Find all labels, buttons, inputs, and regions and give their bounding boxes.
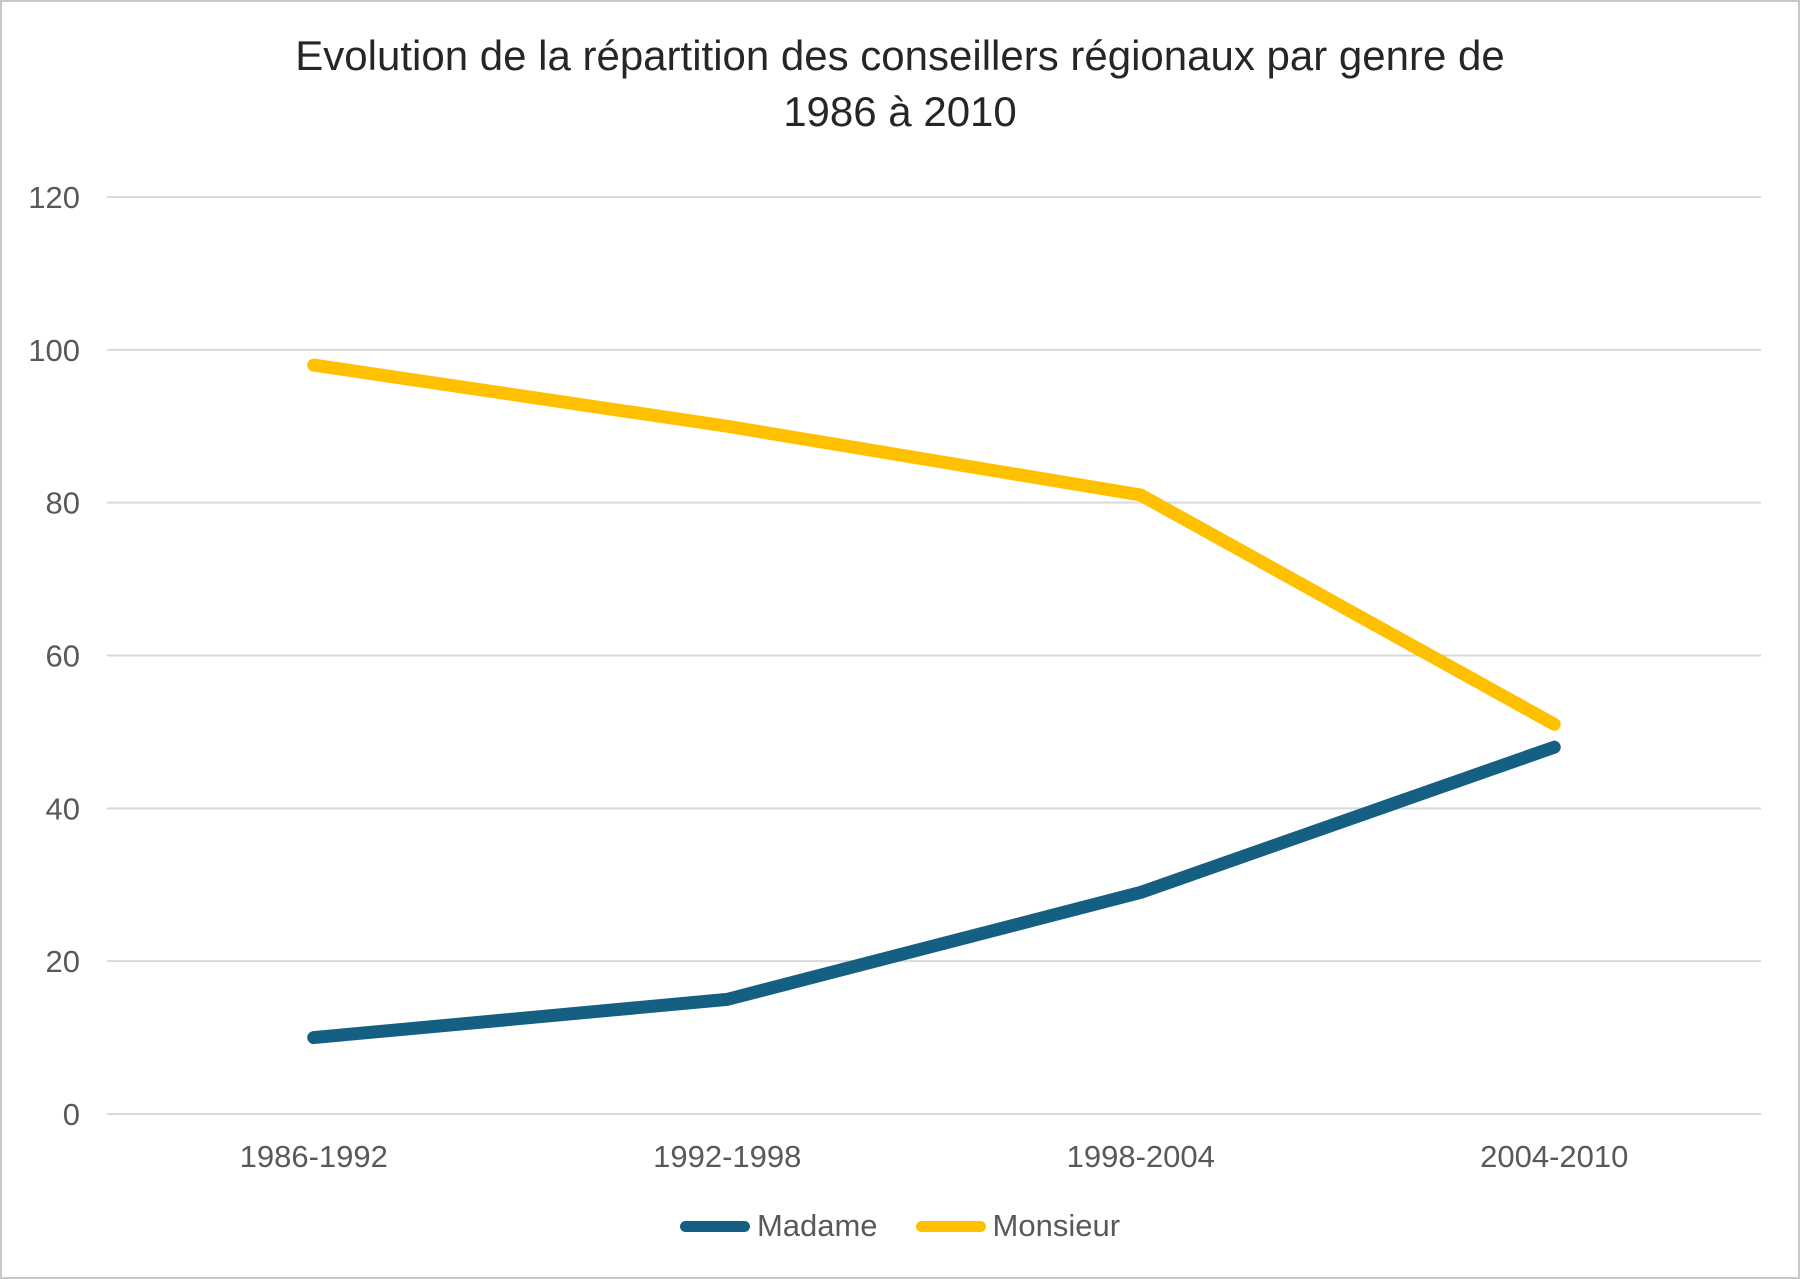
legend-label-madame: Madame: [756, 1208, 878, 1243]
x-category-label: 1986-1992: [240, 1139, 388, 1174]
chart-title-line2: 1986 à 2010: [783, 88, 1017, 135]
y-tick-label: 60: [46, 639, 80, 674]
legend-swatch-monsieur: [915, 1220, 986, 1232]
legend-item-monsieur: Monsieur: [915, 1208, 1121, 1244]
x-category-label: 1998-2004: [1067, 1139, 1215, 1174]
y-tick-label: 120: [28, 180, 80, 215]
legend-item-madame: Madame: [679, 1208, 878, 1244]
y-tick-label: 100: [28, 333, 80, 368]
chart-title: Evolution de la répartition des conseill…: [2, 28, 1798, 140]
chart-legend: Madame Monsieur: [2, 1200, 1798, 1252]
y-tick-label: 40: [46, 791, 80, 826]
series-line-madame: [307, 740, 1561, 1045]
y-tick-label: 0: [63, 1097, 80, 1132]
x-category-label: 2004-2010: [1480, 1139, 1628, 1174]
chart-title-line1: Evolution de la répartition des conseill…: [295, 32, 1505, 79]
x-category-label: 1992-1998: [653, 1139, 801, 1174]
y-tick-label: 20: [46, 944, 80, 979]
series-line-monsieur: [307, 358, 1561, 731]
y-tick-label: 80: [46, 486, 80, 521]
legend-swatch-madame: [679, 1220, 750, 1232]
legend-label-monsieur: Monsieur: [992, 1208, 1121, 1243]
